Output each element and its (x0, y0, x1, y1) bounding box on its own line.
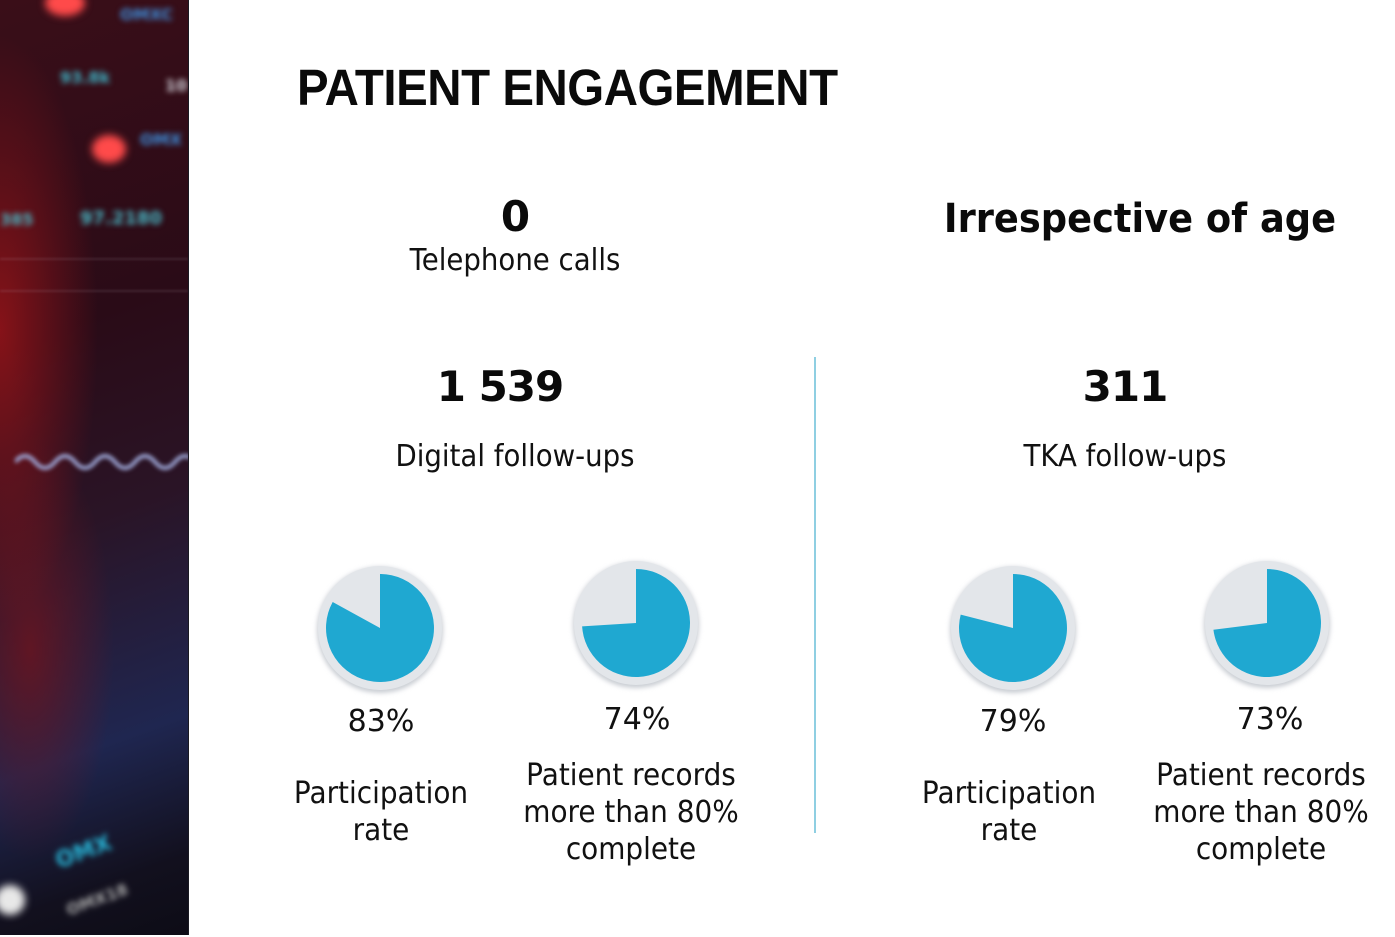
ticker-text-decoration: 93.8k (60, 68, 111, 87)
pie-slice-value (1213, 569, 1321, 677)
ticker-text-decoration: OMXC (120, 5, 174, 24)
telephone-calls-label: Telephone calls (409, 243, 621, 278)
records-digital-caption: Patient records more than 80% complete (510, 757, 752, 868)
records-digital-percent: 74% (603, 702, 671, 737)
caption-line: more than 80% (1153, 795, 1369, 830)
pie-svg (573, 561, 699, 688)
digital-followups-stat: 1 539 Digital follow-ups (360, 362, 670, 474)
caption-line: Participation (921, 776, 1097, 811)
caption-line: rate (352, 813, 410, 848)
caption-line: complete (1195, 832, 1327, 867)
telephone-calls-stat: 0 Telephone calls (385, 192, 645, 278)
ticker-text-decoration: 97.2180 (80, 208, 162, 229)
pie-chart-participation-digital (315, 563, 445, 693)
tka-followups-stat: 311 TKA follow-ups (985, 362, 1265, 474)
participation-tka-percent: 79% (979, 704, 1047, 739)
caption-line: rate (980, 813, 1038, 848)
pie-chart-records-digital (571, 558, 701, 688)
pie-slice-value (582, 569, 690, 677)
records-tka-percent: 73% (1236, 702, 1304, 737)
page-title: PATIENT ENGAGEMENT (297, 59, 838, 116)
pie-chart-participation-tka (948, 563, 1078, 693)
ticker-text-decoration: OMX (140, 130, 182, 149)
ticker-text-decoration: OMX18 (63, 879, 131, 920)
pie-chart-records-tka (1202, 558, 1332, 688)
pie-slice-value (326, 574, 434, 682)
streak-decoration (0, 258, 188, 260)
caption-line: complete (565, 832, 697, 867)
participation-digital-caption: Participation rate (260, 775, 502, 849)
tka-followups-label: TKA follow-ups (1023, 439, 1227, 474)
digital-followups-label: Digital follow-ups (395, 439, 635, 474)
caption-line: Patient records (526, 758, 736, 793)
ticker-text-decoration: OMX (52, 830, 116, 875)
age-subheading: Irrespective of age (920, 196, 1360, 242)
streak-decoration (0, 290, 188, 292)
digital-followups-value: 1 539 (436, 362, 565, 411)
records-tka-caption: Patient records more than 80% complete (1140, 757, 1382, 868)
red-dot-decoration (45, 0, 85, 16)
participation-tka-caption: Participation rate (888, 775, 1130, 849)
pie-svg (950, 566, 1076, 693)
ticker-text-decoration: 385 (0, 210, 34, 229)
column-divider (814, 357, 816, 833)
caption-line: Participation (293, 776, 469, 811)
pie-slice-value (959, 574, 1067, 682)
red-dot-decoration (92, 135, 126, 163)
background-photo: 93.8k 10 OMX 385 97.2180 OMXC OMX OMX18 (0, 0, 189, 935)
tka-followups-value: 311 (1082, 362, 1169, 411)
waveform-decoration (15, 454, 188, 470)
telephone-calls-value: 0 (500, 192, 530, 241)
pie-svg (317, 566, 443, 693)
caption-line: Patient records (1156, 758, 1366, 793)
participation-digital-percent: 83% (347, 704, 415, 739)
pie-svg (1204, 561, 1330, 688)
subheading-text: Irrespective of age (943, 196, 1337, 242)
ticker-text-decoration: 10 (165, 76, 188, 95)
caption-line: more than 80% (523, 795, 739, 830)
white-blob-decoration (0, 885, 25, 915)
